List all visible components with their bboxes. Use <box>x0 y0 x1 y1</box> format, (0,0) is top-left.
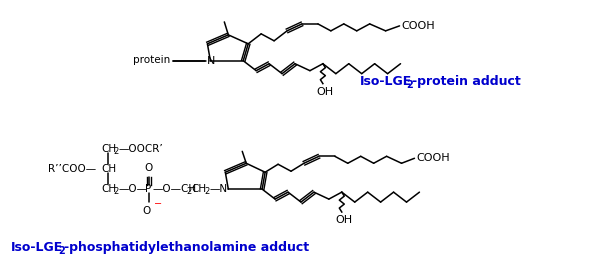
Text: protein: protein <box>133 55 171 65</box>
Text: 2: 2 <box>58 246 65 256</box>
Text: OH: OH <box>335 215 352 225</box>
Text: 2: 2 <box>186 187 192 196</box>
Text: —O—: —O— <box>119 184 148 194</box>
Text: —OOCR’: —OOCR’ <box>119 144 164 154</box>
Text: O: O <box>145 163 153 173</box>
Text: —O—CH: —O—CH <box>152 184 197 194</box>
Text: 2: 2 <box>205 187 210 196</box>
Text: CH: CH <box>101 144 116 154</box>
Text: Iso-LGE: Iso-LGE <box>11 241 63 254</box>
Text: OH: OH <box>316 87 333 97</box>
Text: COOH: COOH <box>416 153 450 163</box>
Text: O: O <box>142 206 151 216</box>
Text: P: P <box>145 184 151 194</box>
Text: CH: CH <box>192 184 206 194</box>
Text: —N: —N <box>209 184 228 194</box>
Text: N: N <box>207 56 216 66</box>
Text: -protein adduct: -protein adduct <box>413 75 521 88</box>
Text: 2: 2 <box>407 80 413 90</box>
Text: R’’COO—: R’’COO— <box>48 164 96 174</box>
Text: 2: 2 <box>114 187 119 196</box>
Text: -phosphatidylethanolamine adduct: -phosphatidylethanolamine adduct <box>64 241 309 254</box>
Text: −: − <box>154 199 162 209</box>
Text: CH: CH <box>101 184 116 194</box>
Text: Iso-LGE: Iso-LGE <box>360 75 412 88</box>
Text: COOH: COOH <box>401 21 435 31</box>
Text: CH: CH <box>101 164 116 174</box>
Text: 2: 2 <box>114 147 119 156</box>
